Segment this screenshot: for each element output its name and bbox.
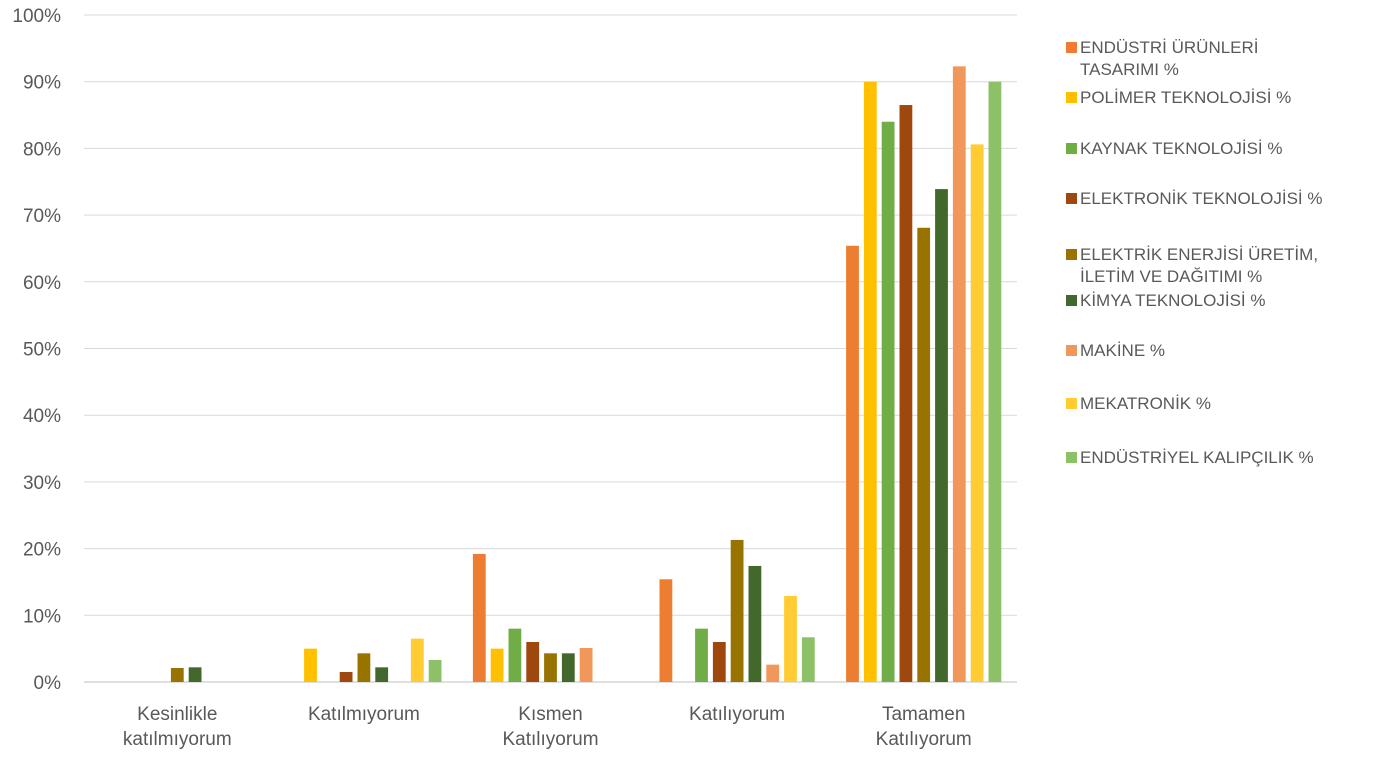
x-tick-label: Katılmıyorum [308,704,420,725]
bar [472,553,486,682]
y-tick-label: 60% [23,273,61,294]
bar [375,667,389,682]
bar [526,641,540,682]
legend-swatch [1066,295,1077,306]
legend-swatch [1066,193,1077,204]
y-tick-label: 40% [23,406,61,427]
legend-label: KAYNAK TEKNOLOJİSİ % [1080,139,1283,158]
legend-label: MEKATRONİK % [1080,394,1211,413]
legend-label: KİMYA TEKNOLOJİSİ % [1080,291,1266,310]
y-tick-label: 100% [12,6,61,27]
bar [801,637,815,682]
bar [988,81,1002,682]
plot-area: 0% 10% 20% 30% 40% 50% 60% 70% 80% 90% 100% Kesinl… [12,6,1017,750]
legend-item: KİMYA TEKNOLOJİSİ % [1066,290,1380,312]
bar [508,628,522,682]
legend-item: POLİMER TEKNOLOJİSİ % [1066,87,1380,109]
bar [899,105,913,683]
x-tick-label: Katılıyorum [689,704,785,725]
legend-swatch [1066,345,1077,356]
legend-label: ENDÜSTRİYEL KALIPÇILIK % [1080,448,1314,467]
legend-swatch [1066,452,1077,463]
bar [846,245,859,682]
legend-item: KAYNAK TEKNOLOJİSİ % [1066,138,1380,160]
bar [881,121,895,683]
bar [579,647,593,682]
bar [748,565,762,682]
bar [188,667,202,682]
bar [561,653,575,682]
legend-swatch [1066,249,1077,260]
bar [917,227,931,682]
y-tick-label: 10% [23,606,61,627]
legend-label: POLİMER TEKNOLOJİSİ % [1080,88,1292,107]
legend-item: MAKİNE % [1066,340,1380,362]
y-tick-label: 30% [23,473,61,494]
x-tick-label: Tamamen Katılıyorum [876,704,972,750]
y-tick-label: 90% [23,73,61,94]
legend-item: ELEKTRİK ENERJİSİ ÜRETİM, İLETİM VE DAĞIT… [1066,244,1380,288]
x-tick-label: Kısmen Katılıyorum [502,704,598,750]
legend-swatch [1066,398,1077,409]
bar [357,653,371,682]
bar [410,638,424,682]
legend-swatch [1066,92,1077,103]
y-tick-label: 20% [23,540,61,561]
bar [170,667,184,682]
bar [784,595,797,682]
legend-swatch [1066,143,1077,154]
y-axis-ticks: 0% 10% 20% 30% 40% 50% 60% 70% 80% 90% 100% [12,6,61,694]
y-tick-label: 80% [23,139,61,160]
legend-item: ENDÜSTRİYEL KALIPÇILIK % [1066,447,1380,469]
legend-item: ELEKTRONİK TEKNOLOJİSİ % [1066,188,1380,210]
bar [544,653,557,682]
legend-label: ENDÜSTRİ ÜRÜNLERİ TASARIMI % [1080,38,1259,79]
bar [712,641,726,682]
legend-label: MAKİNE % [1080,341,1166,360]
bar [428,659,442,682]
bar [863,81,877,682]
legend-swatch [1066,42,1077,53]
bar [766,664,780,682]
legend-label: ELEKTRİK ENERJİSİ ÜRETİM, İLETİM VE DAĞIT… [1080,245,1319,286]
legend-label: ELEKTRONİK TEKNOLOJİSİ % [1080,189,1323,208]
bar [339,672,353,682]
legend-item: ENDÜSTRİ ÜRÜNLERİ TASARIMI % [1066,37,1380,81]
bar [490,648,504,682]
bar [659,579,673,682]
x-axis-ticks: Kesinlikle katılmıyorum Katılmıyorum Kısmen… [123,704,972,750]
y-tick-label: 70% [23,206,61,227]
legend: ENDÜSTRİ ÜRÜNLERİ TASARIMI % POLİMER TEKNO… [1066,0,1384,763]
gridlines [84,14,1017,683]
bar [935,189,948,682]
bar [970,144,984,682]
x-tick-label: Kesinlikle katılmıyorum [123,704,232,750]
y-tick-label: 0% [34,673,62,694]
y-tick-label: 50% [23,340,61,361]
bars [170,66,1002,683]
legend-item: MEKATRONİK % [1066,393,1380,415]
bar [695,628,708,682]
bar [304,648,317,682]
bar [952,66,966,683]
bar [730,539,744,682]
